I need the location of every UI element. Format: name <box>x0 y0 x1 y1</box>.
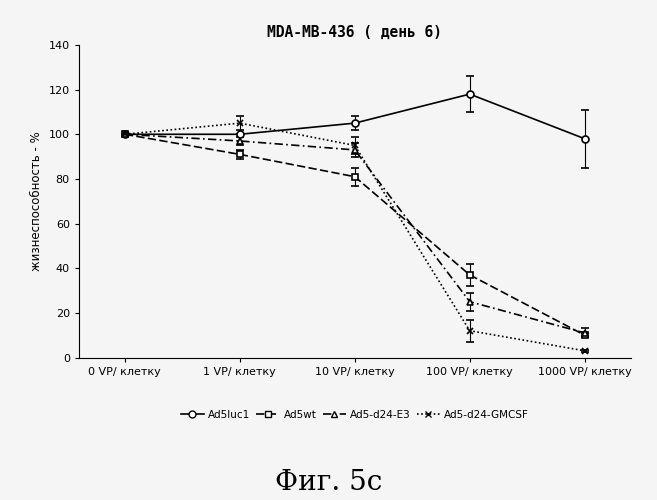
Text: Фиг. 5с: Фиг. 5с <box>275 469 382 496</box>
Title: MDA-MB-436 ( день 6): MDA-MB-436 ( день 6) <box>267 24 442 40</box>
Legend: Ad5luc1, Ad5wt, Ad5-d24-E3, Ad5-d24-GMCSF: Ad5luc1, Ad5wt, Ad5-d24-E3, Ad5-d24-GMCS… <box>177 406 533 424</box>
Y-axis label: жизнеспособность - %: жизнеспособность - % <box>30 132 43 271</box>
